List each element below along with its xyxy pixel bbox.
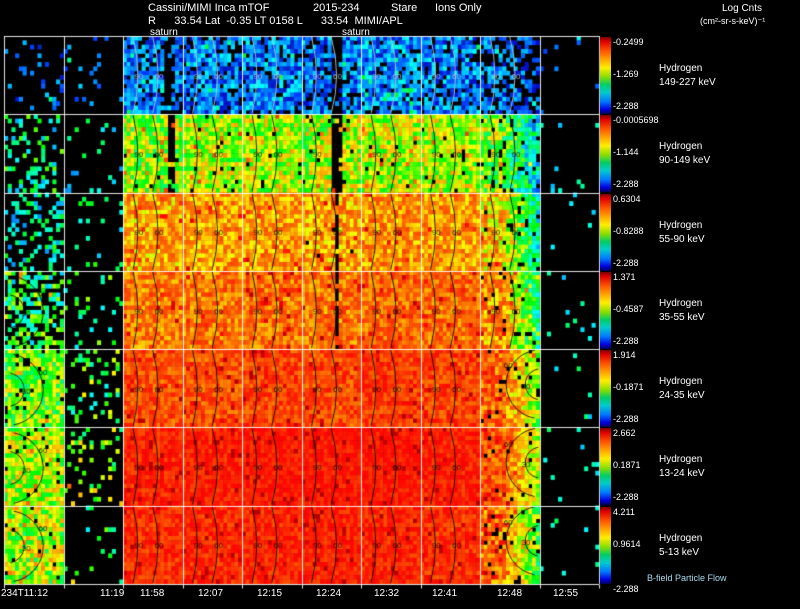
title-instrument: Cassini/MIMI Inca mTOF xyxy=(148,2,270,14)
saturn-label-2: saturn xyxy=(342,27,370,38)
cbar-4-top: 1.914 xyxy=(613,350,636,360)
cbar-2-mid: -0.8288 xyxy=(613,226,644,236)
colorbar-row-0 xyxy=(600,37,611,114)
time-label-3: 12:07 xyxy=(198,588,224,599)
cbar-1-bot: -2.288 xyxy=(613,179,639,189)
cbar-6-mid: 0.9614 xyxy=(613,539,641,549)
cbar-2-bot: -2.288 xyxy=(613,258,639,268)
time-label-0: 234T11:12 xyxy=(1,588,49,599)
time-label-2: 11:58 xyxy=(140,588,165,599)
title-ions-only: Ions Only xyxy=(435,2,482,14)
row-6-energy: 5-13 keV xyxy=(659,547,700,558)
row-2-species: Hydrogen xyxy=(659,220,703,231)
cbar-6-bot: -2.288 xyxy=(613,584,639,594)
row-0-species: Hydrogen xyxy=(659,63,703,74)
cbar-5-top: 2.662 xyxy=(613,428,636,438)
colorbar-row-2 xyxy=(600,194,611,271)
cbar-2-top: 0.6304 xyxy=(613,194,641,204)
time-label-6: 12:32 xyxy=(374,588,400,599)
cbar-0-bot: -2.288 xyxy=(613,101,639,111)
title-mode: Stare xyxy=(391,2,418,14)
cbar-1-top: -0.0005698 xyxy=(613,115,659,125)
row-1-species: Hydrogen xyxy=(659,141,703,152)
time-label-7: 12:41 xyxy=(432,588,458,599)
log-counts-label: Log Cnts xyxy=(722,3,763,14)
title-date: 2015-234 xyxy=(313,2,360,14)
cbar-3-bot: -2.288 xyxy=(613,336,639,346)
ephemeris-line: R 33.54 Lat -0.35 LT 0158 L 33.54 MIMI/A… xyxy=(148,15,403,27)
bfield-flow-note: B-field Particle Flow xyxy=(647,573,727,583)
colorbar-row-4 xyxy=(600,350,611,427)
row-3-energy: 35-55 keV xyxy=(659,312,705,323)
cbar-5-bot: -2.288 xyxy=(613,492,639,502)
cbar-4-mid: -0.1871 xyxy=(613,382,644,392)
row-1-energy: 90-149 keV xyxy=(659,155,711,166)
colorbar-row-6 xyxy=(600,507,611,584)
cbar-0-mid: -1.269 xyxy=(613,69,639,79)
cbar-1-mid: -1.144 xyxy=(613,147,639,157)
row-4-species: Hydrogen xyxy=(659,376,703,387)
time-label-9: 12:55 xyxy=(553,588,579,599)
cbar-0-top: -0.2499 xyxy=(613,37,644,47)
row-3-species: Hydrogen xyxy=(659,298,703,309)
cbar-5-mid: 0.1871 xyxy=(613,460,641,470)
colorbar-row-3 xyxy=(600,272,611,349)
time-label-4: 12:15 xyxy=(257,588,283,599)
saturn-label-1: saturn xyxy=(150,27,178,38)
colorbar-row-5 xyxy=(600,428,611,505)
colorbar-row-1 xyxy=(600,115,611,192)
row-0-energy: 149-227 keV xyxy=(659,77,716,88)
row-4-energy: 24-35 keV xyxy=(659,390,705,401)
cbar-4-bot: -2.288 xyxy=(613,414,639,424)
time-label-8: 12:48 xyxy=(497,588,523,599)
time-label-1: 11:19 xyxy=(100,588,125,599)
log-counts-units: (cm²-sr-s-keV)⁻¹ xyxy=(700,16,766,26)
row-5-energy: 13-24 keV xyxy=(659,468,705,479)
cbar-6-top: 4.211 xyxy=(613,507,635,517)
time-label-5: 12:24 xyxy=(316,588,342,599)
cbar-3-top: 1.371 xyxy=(613,272,636,282)
row-6-species: Hydrogen xyxy=(659,533,703,544)
row-5-species: Hydrogen xyxy=(659,454,703,465)
row-2-energy: 55-90 keV xyxy=(659,234,705,245)
cbar-3-mid: -0.4587 xyxy=(613,304,644,314)
